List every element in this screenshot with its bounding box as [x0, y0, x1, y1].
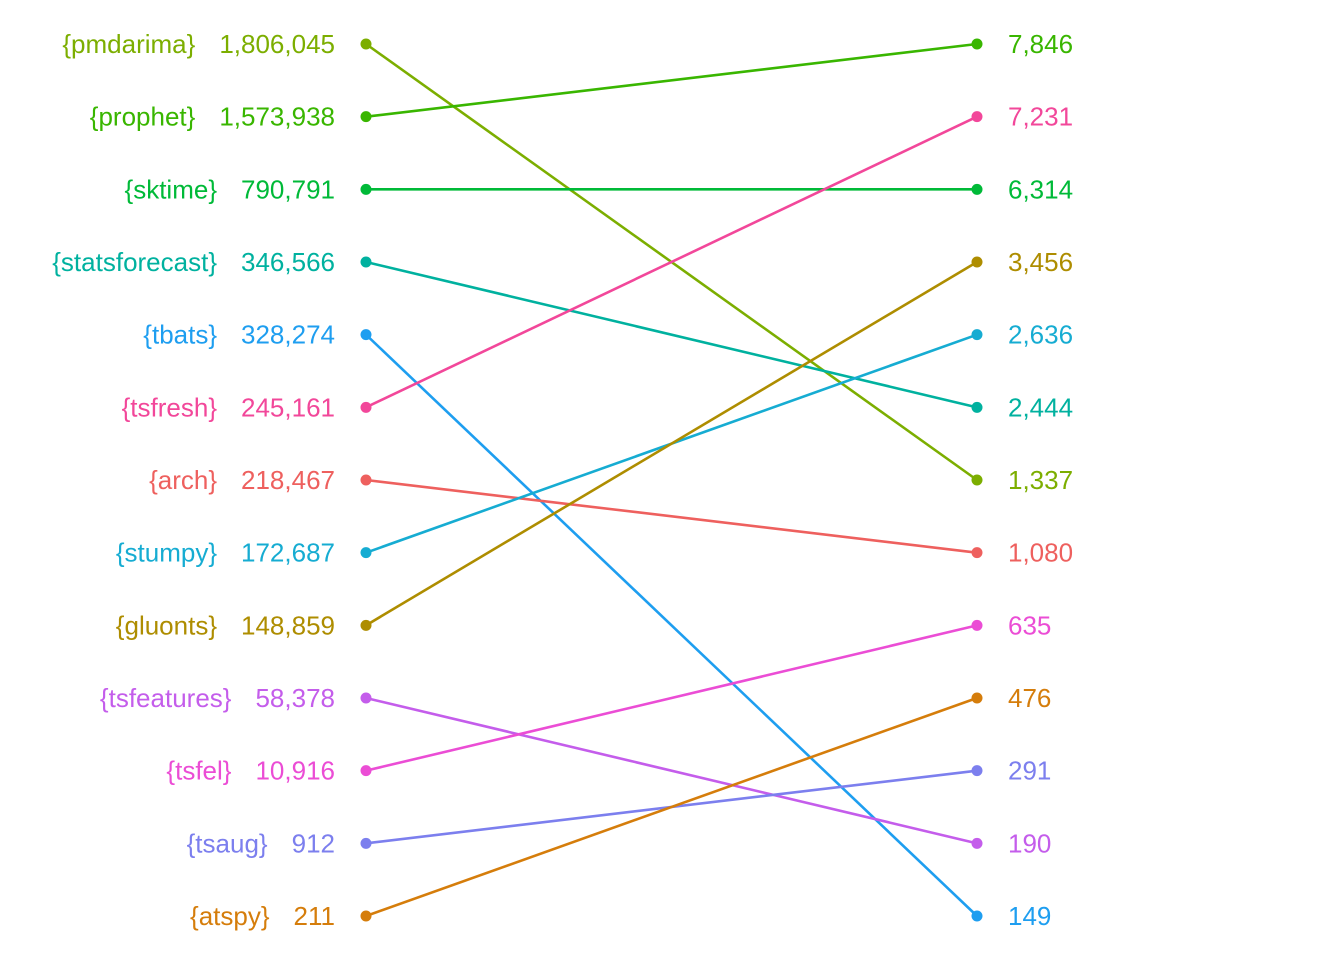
- series-name-label: {stumpy}: [116, 538, 217, 568]
- left-point-tbats: [360, 329, 372, 341]
- left-point-sktime: [360, 183, 372, 195]
- left-point-arch: [360, 474, 372, 486]
- right-point-arch: [971, 547, 983, 559]
- left-value-label: 148,859: [241, 610, 335, 640]
- right-point-tsfel: [971, 619, 983, 631]
- points-layer: [360, 38, 983, 922]
- right-point-tsaug: [971, 765, 983, 777]
- series-name-label: {atspy}: [190, 901, 270, 931]
- series-name-label: {tsaug}: [187, 828, 268, 858]
- series-name-label: {sktime}: [125, 174, 218, 204]
- series-name-label: {tbats}: [143, 320, 217, 350]
- right-point-gluonts: [971, 256, 983, 268]
- left-point-statsforecast: [360, 256, 372, 268]
- slope-line-arch: [365, 478, 978, 554]
- slope-line-atspy: [365, 696, 978, 918]
- left-value-label: 245,161: [241, 392, 335, 422]
- left-value-label: 218,467: [241, 465, 335, 495]
- left-value-label: 172,687: [241, 538, 335, 568]
- slope-line-tsfel: [365, 624, 978, 772]
- left-value-label: 58,378: [255, 683, 335, 713]
- right-value-label: 7,231: [1008, 102, 1073, 132]
- right-point-pmdarima: [971, 474, 983, 486]
- slope-line-statsforecast: [365, 260, 978, 409]
- right-value-label: 190: [1008, 828, 1051, 858]
- series-name-label: {tsfresh}: [122, 392, 218, 422]
- series-name-label: {gluonts}: [116, 610, 218, 640]
- right-point-stumpy: [971, 329, 983, 341]
- right-value-label: 2,636: [1008, 320, 1073, 350]
- series-name-label: {pmdarima}: [62, 29, 195, 59]
- left-value-label: 1,806,045: [219, 29, 335, 59]
- right-value-label: 291: [1008, 756, 1051, 786]
- right-value-label: 476: [1008, 683, 1051, 713]
- slope-line-gluonts: [365, 260, 978, 627]
- left-point-tsaug: [360, 837, 372, 849]
- left-value-label: 346,566: [241, 247, 335, 277]
- right-point-statsforecast: [971, 401, 983, 413]
- right-value-label: 3,456: [1008, 247, 1073, 277]
- slope-line-tsfresh: [365, 115, 978, 409]
- left-point-tsfel: [360, 765, 372, 777]
- series-name-label: {prophet}: [90, 102, 196, 132]
- right-point-tbats: [971, 910, 983, 922]
- left-value-label: 1,573,938: [219, 102, 335, 132]
- right-value-label: 1,337: [1008, 465, 1073, 495]
- left-point-pmdarima: [360, 38, 372, 50]
- right-value-label: 1,080: [1008, 538, 1073, 568]
- right-value-label: 6,314: [1008, 174, 1073, 204]
- series-name-label: {tsfel}: [166, 756, 231, 786]
- left-point-prophet: [360, 111, 372, 123]
- right-point-prophet: [971, 38, 983, 50]
- left-point-tsfresh: [360, 401, 372, 413]
- right-point-atspy: [971, 692, 983, 704]
- series-name-label: {tsfeatures}: [100, 683, 232, 713]
- right-point-tsfeatures: [971, 837, 983, 849]
- left-point-gluonts: [360, 619, 372, 631]
- left-point-atspy: [360, 910, 372, 922]
- right-value-label: 7,846: [1008, 29, 1073, 59]
- right-point-sktime: [971, 183, 983, 195]
- series-name-label: {arch}: [149, 465, 217, 495]
- lines-layer: [365, 42, 978, 918]
- right-value-label: 635: [1008, 610, 1051, 640]
- slope-line-prophet: [365, 42, 978, 118]
- slope-line-tsfeatures: [365, 696, 978, 845]
- left-value-label: 912: [292, 828, 335, 858]
- left-value-label: 790,791: [241, 174, 335, 204]
- slope-line-tbats: [365, 333, 978, 917]
- left-point-stumpy: [360, 547, 372, 559]
- series-name-label: {statsforecast}: [52, 247, 217, 277]
- right-value-label: 149: [1008, 901, 1051, 931]
- left-value-label: 328,274: [241, 320, 335, 350]
- left-point-tsfeatures: [360, 692, 372, 704]
- right-value-label: 2,444: [1008, 392, 1073, 422]
- right-point-tsfresh: [971, 111, 983, 123]
- left-value-label: 10,916: [255, 756, 335, 786]
- left-value-label: 211: [294, 901, 335, 931]
- labels-layer: 1,806,045 {pmdarima} 1,337 1,573,938 {prophe…: [52, 29, 1073, 931]
